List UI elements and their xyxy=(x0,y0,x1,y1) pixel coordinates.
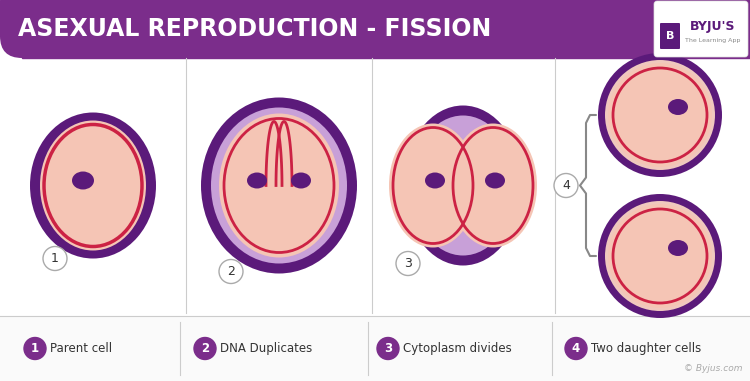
Circle shape xyxy=(565,338,587,360)
Ellipse shape xyxy=(247,173,267,189)
Ellipse shape xyxy=(425,173,445,189)
Ellipse shape xyxy=(668,99,688,115)
Text: B: B xyxy=(666,31,674,41)
Text: 2: 2 xyxy=(201,342,209,355)
Text: DNA Duplicates: DNA Duplicates xyxy=(220,342,312,355)
Ellipse shape xyxy=(404,106,523,266)
Circle shape xyxy=(194,338,216,360)
Text: 4: 4 xyxy=(572,342,580,355)
Text: 1: 1 xyxy=(51,252,59,265)
Ellipse shape xyxy=(605,60,715,170)
Ellipse shape xyxy=(211,107,347,264)
Text: 3: 3 xyxy=(384,342,392,355)
Ellipse shape xyxy=(668,240,688,256)
Text: Parent cell: Parent cell xyxy=(50,342,112,355)
Text: The Learning App: The Learning App xyxy=(686,37,741,43)
Text: Cytoplasm divides: Cytoplasm divides xyxy=(403,342,512,355)
FancyBboxPatch shape xyxy=(660,23,680,49)
Ellipse shape xyxy=(291,173,311,189)
Circle shape xyxy=(219,259,243,283)
Ellipse shape xyxy=(389,123,477,248)
Circle shape xyxy=(377,338,399,360)
Bar xyxy=(0,0,750,36)
Ellipse shape xyxy=(598,194,722,318)
Bar xyxy=(0,316,750,381)
Circle shape xyxy=(554,173,578,197)
Ellipse shape xyxy=(598,53,722,177)
Ellipse shape xyxy=(30,112,156,258)
Circle shape xyxy=(396,251,420,275)
Text: ASEXUAL REPRODUCTION - FISSION: ASEXUAL REPRODUCTION - FISSION xyxy=(18,17,491,41)
Ellipse shape xyxy=(411,115,515,256)
Ellipse shape xyxy=(449,123,537,248)
Ellipse shape xyxy=(485,173,505,189)
Text: 1: 1 xyxy=(31,342,39,355)
Ellipse shape xyxy=(608,204,712,308)
Text: 2: 2 xyxy=(227,265,235,278)
FancyBboxPatch shape xyxy=(0,0,750,58)
Ellipse shape xyxy=(40,120,146,250)
Text: Two daughter cells: Two daughter cells xyxy=(591,342,701,355)
FancyBboxPatch shape xyxy=(654,1,748,57)
Text: 3: 3 xyxy=(404,257,412,270)
Ellipse shape xyxy=(608,63,712,167)
Bar xyxy=(22,36,750,58)
Ellipse shape xyxy=(605,201,715,311)
Text: 4: 4 xyxy=(562,179,570,192)
Circle shape xyxy=(43,247,67,271)
Ellipse shape xyxy=(219,114,339,258)
Text: BYJU'S: BYJU'S xyxy=(690,19,736,32)
Circle shape xyxy=(24,338,46,360)
Text: © Byjus.com: © Byjus.com xyxy=(683,364,742,373)
Ellipse shape xyxy=(201,98,357,274)
Ellipse shape xyxy=(72,171,94,189)
